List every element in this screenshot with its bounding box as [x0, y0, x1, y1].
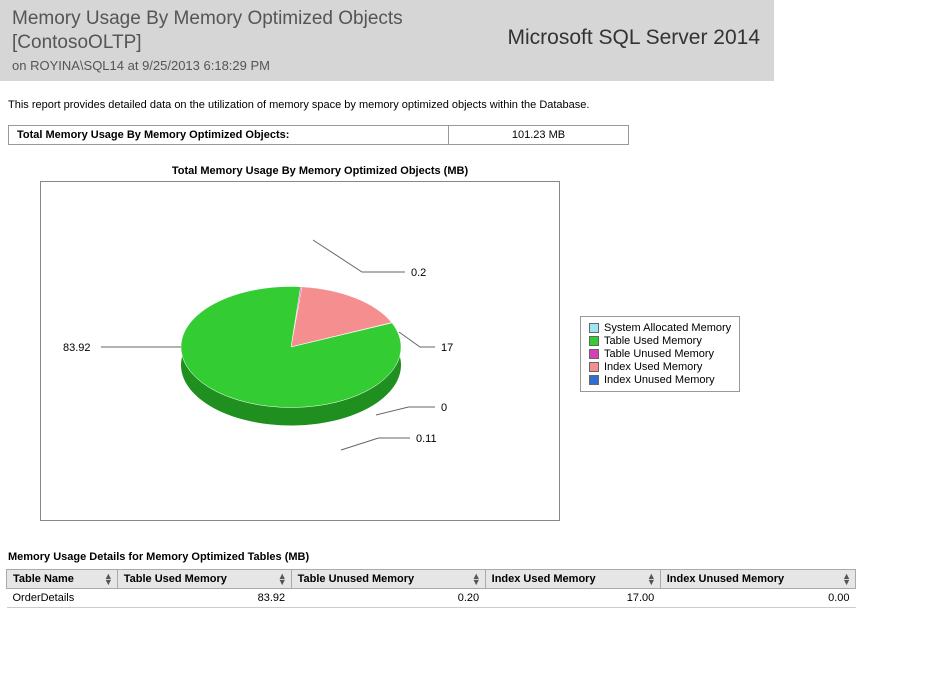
legend-swatch: [589, 362, 599, 372]
details-title: Memory Usage Details for Memory Optimize…: [8, 551, 950, 563]
legend-label: Table Used Memory: [604, 335, 702, 347]
svg-text:0: 0: [441, 402, 447, 414]
table-cell: 0.20: [291, 589, 485, 608]
column-header[interactable]: Index Used Memory▲▼: [485, 570, 660, 589]
svg-text:17: 17: [441, 342, 453, 354]
legend-item: Index Unused Memory: [589, 374, 731, 386]
sort-icon[interactable]: ▲▼: [472, 573, 481, 585]
legend-item: Index Used Memory: [589, 361, 731, 373]
table-row: OrderDetails83.920.2017.000.00: [7, 589, 856, 608]
pie-chart: 83.92 0.2 17 0 0.11: [40, 181, 560, 521]
svg-text:83.92: 83.92: [63, 342, 91, 354]
legend-label: Index Unused Memory: [604, 374, 715, 386]
chart-legend: System Allocated MemoryTable Used Memory…: [580, 316, 740, 392]
report-description: This report provides detailed data on th…: [8, 99, 950, 111]
legend-item: Table Used Memory: [589, 335, 731, 347]
product-name: Microsoft SQL Server 2014: [508, 26, 761, 50]
table-cell: OrderDetails: [7, 589, 118, 608]
legend-item: Table Unused Memory: [589, 348, 731, 360]
svg-text:0.11: 0.11: [416, 433, 437, 445]
legend-item: System Allocated Memory: [589, 322, 731, 334]
sort-icon[interactable]: ▲▼: [647, 573, 656, 585]
sort-icon[interactable]: ▲▼: [842, 573, 851, 585]
details-table: Table Name▲▼Table Used Memory▲▼Table Unu…: [6, 569, 856, 608]
legend-swatch: [589, 323, 599, 333]
sort-icon[interactable]: ▲▼: [104, 573, 113, 585]
legend-label: System Allocated Memory: [604, 322, 731, 334]
report-meta: on ROYINA\SQL14 at 9/25/2013 6:18:29 PM: [12, 58, 762, 77]
legend-swatch: [589, 336, 599, 346]
summary-table: Total Memory Usage By Memory Optimized O…: [8, 125, 629, 145]
report-header: Memory Usage By Memory Optimized Objects…: [0, 0, 774, 81]
column-header[interactable]: Table Name▲▼: [7, 570, 118, 589]
legend-swatch: [589, 349, 599, 359]
column-header[interactable]: Table Unused Memory▲▼: [291, 570, 485, 589]
table-cell: 0.00: [660, 589, 855, 608]
column-header[interactable]: Table Used Memory▲▼: [117, 570, 291, 589]
summary-value: 101.23 MB: [449, 126, 629, 145]
legend-label: Table Unused Memory: [604, 348, 714, 360]
column-header[interactable]: Index Unused Memory▲▼: [660, 570, 855, 589]
chart-title: Total Memory Usage By Memory Optimized O…: [40, 165, 600, 177]
svg-text:0.2: 0.2: [411, 267, 426, 279]
summary-label: Total Memory Usage By Memory Optimized O…: [9, 126, 449, 145]
table-cell: 83.92: [117, 589, 291, 608]
legend-label: Index Used Memory: [604, 361, 702, 373]
legend-swatch: [589, 375, 599, 385]
sort-icon[interactable]: ▲▼: [278, 573, 287, 585]
table-cell: 17.00: [485, 589, 660, 608]
